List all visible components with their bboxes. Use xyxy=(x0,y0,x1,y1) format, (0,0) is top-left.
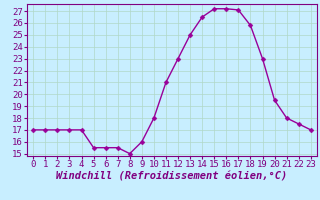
X-axis label: Windchill (Refroidissement éolien,°C): Windchill (Refroidissement éolien,°C) xyxy=(56,172,288,182)
